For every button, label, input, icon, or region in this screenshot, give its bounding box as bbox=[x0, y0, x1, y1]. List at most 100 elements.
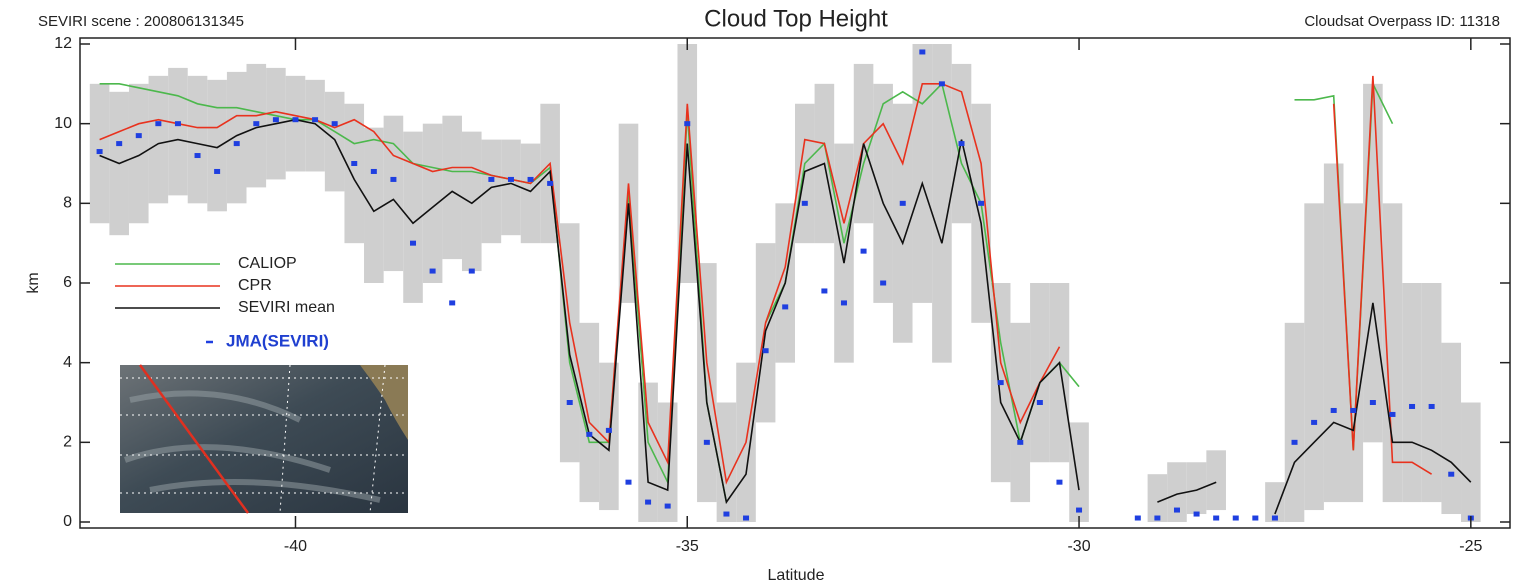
uncertainty-band bbox=[481, 139, 502, 244]
uncertainty-band bbox=[1441, 342, 1462, 515]
uncertainty-band bbox=[1206, 450, 1226, 511]
data-point bbox=[664, 503, 671, 509]
data-point bbox=[566, 400, 573, 405]
data-point bbox=[1369, 400, 1376, 405]
uncertainty-band bbox=[892, 103, 913, 343]
data-point bbox=[1134, 515, 1141, 521]
uncertainty-band bbox=[579, 322, 600, 503]
data-point bbox=[174, 121, 181, 127]
data-point bbox=[997, 380, 1004, 386]
uncertainty-band bbox=[716, 402, 737, 522]
data-point bbox=[135, 133, 142, 139]
data-point bbox=[1193, 511, 1200, 517]
uncertainty-band bbox=[207, 79, 227, 212]
data-point bbox=[390, 176, 397, 182]
x-axis-title: Latitude bbox=[768, 567, 825, 584]
line-layer bbox=[99, 75, 1472, 515]
data-point bbox=[253, 121, 260, 127]
legend-label: SEVIRI mean bbox=[238, 299, 335, 316]
data-point bbox=[1232, 515, 1239, 521]
data-point bbox=[233, 141, 240, 147]
y-tick-label: 12 bbox=[54, 35, 72, 52]
uncertainty-band bbox=[364, 127, 384, 284]
data-point bbox=[214, 168, 221, 174]
y-axis-title: km bbox=[25, 272, 42, 293]
data-point bbox=[1409, 403, 1416, 409]
data-point bbox=[429, 268, 436, 274]
uncertainty-band bbox=[1402, 283, 1422, 503]
uncertainty-band bbox=[1323, 163, 1344, 503]
uncertainty-band bbox=[285, 75, 306, 172]
inset-grid-line bbox=[369, 364, 386, 514]
data-point bbox=[958, 141, 965, 147]
data-point bbox=[410, 240, 417, 246]
uncertainty-band bbox=[344, 103, 365, 244]
series-line bbox=[99, 75, 1433, 485]
y-tick-label: 10 bbox=[54, 115, 72, 132]
data-point bbox=[1173, 507, 1180, 513]
uncertainty-band bbox=[305, 79, 325, 172]
data-point bbox=[586, 431, 593, 437]
uncertainty-band bbox=[1167, 462, 1187, 522]
uncertainty-band bbox=[187, 75, 208, 204]
y-tick-label: 2 bbox=[63, 434, 72, 451]
data-point bbox=[370, 168, 377, 174]
data-point bbox=[684, 121, 691, 127]
y-tick-label: 8 bbox=[63, 195, 72, 212]
legend-label: CALIOP bbox=[238, 255, 297, 272]
inset-clouds bbox=[124, 390, 381, 503]
uncertainty-band bbox=[932, 44, 952, 363]
legend-label: CPR bbox=[238, 277, 272, 294]
data-point bbox=[351, 161, 358, 166]
data-point bbox=[743, 515, 750, 521]
uncertainty-band bbox=[128, 83, 149, 224]
scene-label: SEVIRI scene : 200806131345 bbox=[38, 13, 244, 30]
uncertainty-band bbox=[834, 143, 854, 363]
x-tick-label: -30 bbox=[1067, 538, 1090, 555]
uncertainty-band bbox=[226, 71, 247, 204]
uncertainty-band bbox=[1010, 322, 1031, 503]
data-point bbox=[625, 479, 632, 485]
data-point bbox=[331, 121, 338, 127]
uncertainty-band bbox=[873, 83, 893, 303]
uncertainty-band bbox=[383, 115, 404, 272]
data-point bbox=[1389, 411, 1396, 417]
uncertainty-band bbox=[422, 123, 443, 284]
uncertainty-band bbox=[501, 139, 521, 236]
legend: CALIOP CPR SEVIRI mean JMA(SEVIRI) bbox=[115, 255, 335, 350]
x-tick-label: -40 bbox=[284, 538, 307, 555]
uncertainty-band bbox=[1049, 283, 1070, 463]
inset-land bbox=[360, 365, 408, 440]
data-point bbox=[155, 121, 162, 127]
uncertainty-band bbox=[1186, 462, 1207, 515]
x-tick-label: -35 bbox=[676, 538, 699, 555]
data-point bbox=[468, 268, 475, 274]
data-point bbox=[1056, 479, 1063, 485]
uncertainty-band bbox=[520, 143, 541, 244]
data-point bbox=[938, 81, 945, 87]
uncertainty-band bbox=[461, 131, 482, 272]
y-tick-label: 0 bbox=[63, 513, 72, 530]
uncertainty-band bbox=[148, 75, 169, 204]
y-tick-label: 4 bbox=[63, 354, 72, 371]
data-point bbox=[703, 439, 710, 445]
uncertainty-band bbox=[1382, 203, 1403, 503]
legend-label: JMA(SEVIRI) bbox=[226, 331, 329, 350]
data-point bbox=[1017, 439, 1024, 445]
data-point bbox=[488, 176, 495, 182]
data-point bbox=[1076, 507, 1083, 513]
uncertainty-band bbox=[1284, 322, 1305, 522]
data-point bbox=[899, 200, 906, 206]
data-point bbox=[272, 117, 279, 123]
uncertainty-band bbox=[1147, 474, 1168, 522]
uncertainty-band bbox=[442, 115, 462, 260]
uncertainty-band bbox=[324, 91, 345, 192]
data-point bbox=[919, 49, 926, 55]
data-point bbox=[449, 300, 456, 306]
data-point bbox=[1154, 515, 1161, 521]
uncertainty-band bbox=[403, 131, 423, 303]
uncertainty-band bbox=[1421, 283, 1442, 503]
x-tick-label: -25 bbox=[1459, 538, 1482, 555]
data-point bbox=[840, 300, 847, 306]
